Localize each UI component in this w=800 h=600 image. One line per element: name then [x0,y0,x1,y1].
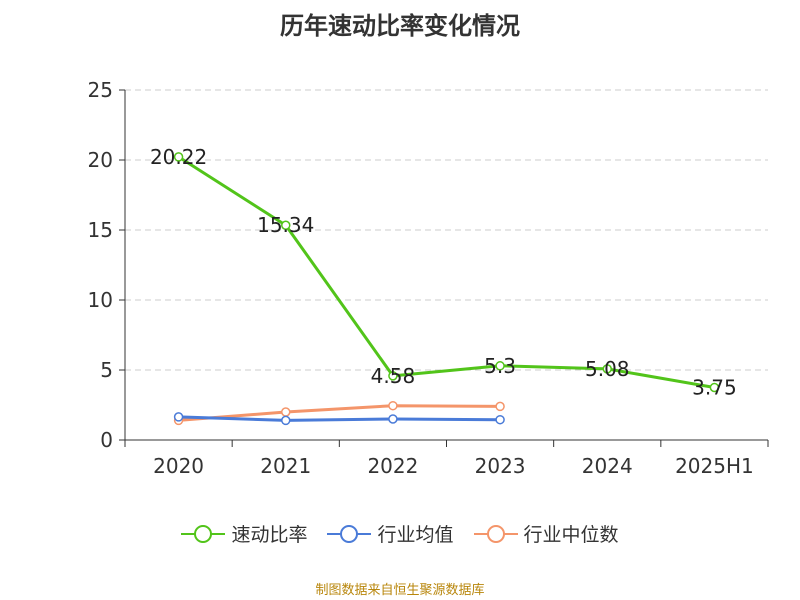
data-point [281,415,291,426]
data-point [388,400,398,411]
legend: 速动比率 行业均值 行业中位数 [0,520,800,547]
source-note: 制图数据来自恒生聚源数据库 [315,583,485,598]
x-tick-label: 2024 [582,454,633,478]
line-chart: 0 5 10 15 20 25 2020 2021 2022 2023 2024 2025H1 20.… [88,78,769,478]
legend-item-series-1[interactable]: 行业均值 [327,520,454,547]
legend-label: 行业均值 [377,524,454,546]
y-tick-label: 25 [88,78,113,102]
data-label: 5.3 [484,354,516,378]
series-line [177,155,715,389]
data-point [173,412,184,422]
data-point [495,401,505,412]
y-tick-label: 0 [100,428,113,452]
data-point [709,382,720,393]
data-point [602,364,612,374]
data-label: 4.58 [371,364,416,388]
x-tick-label: 2025H1 [675,454,754,478]
series-line [178,415,501,422]
y-tick-label: 10 [88,288,113,312]
x-tick-label: 2020 [153,454,204,478]
series-lines [173,152,720,426]
x-tick-label: 2023 [475,454,526,478]
grid-lines [125,89,768,371]
data-point [495,414,505,425]
data-point [495,361,505,371]
x-tick-label: 2022 [367,454,418,478]
axes: 0 5 10 15 20 25 2020 2021 2022 2023 2024 2025H1 [88,78,769,478]
legend-item-series-0[interactable]: 速动比率 [181,520,307,547]
y-tick-label: 5 [100,358,113,382]
series-line [178,404,501,422]
chart-title: 历年速动比率变化情况 [280,12,520,40]
y-tick-label: 15 [88,218,113,242]
data-labels: 20.22 15.34 4.58 5.3 5.08 3.75 [150,145,737,400]
legend-marker-icon [181,524,226,543]
data-label: 20.22 [150,145,207,169]
legend-label: 速动比率 [231,524,308,546]
x-tick-label: 2021 [260,454,311,478]
data-point [388,371,398,381]
data-point [281,220,291,230]
data-label: 5.08 [585,357,630,381]
legend-item-series-2[interactable]: 行业中位数 [473,520,619,547]
data-label: 3.75 [692,376,737,400]
data-point [173,152,184,162]
data-label: 15.34 [257,213,314,237]
data-point [388,414,398,424]
legend-marker-icon [473,524,518,543]
y-tick-label: 20 [88,148,113,172]
legend-label: 行业中位数 [523,524,619,546]
legend-marker-icon [327,524,372,543]
data-point [281,407,291,417]
